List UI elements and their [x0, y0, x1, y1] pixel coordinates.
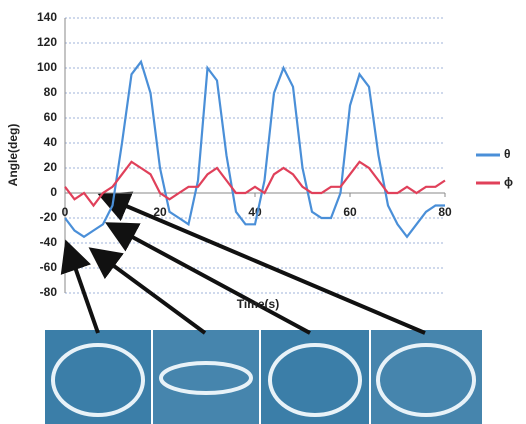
- y-tick-label: 120: [37, 35, 57, 49]
- photos: [45, 330, 482, 424]
- y-tick-label: 0: [50, 185, 57, 199]
- y-tick-label: 40: [44, 135, 58, 149]
- legend-label: θ: [504, 147, 511, 161]
- y-tick-label: 140: [37, 10, 57, 24]
- y-tick-label: -20: [40, 210, 58, 224]
- x-tick-label: 0: [62, 205, 69, 219]
- x-tick-label: 20: [153, 205, 167, 219]
- arrows: [68, 197, 425, 333]
- photo: [153, 330, 259, 424]
- y-tick-label: -40: [40, 235, 58, 249]
- x-tick-label: 40: [248, 205, 262, 219]
- x-axis-title: Time(s): [237, 297, 279, 311]
- y-axis-title: Angle(deg): [6, 124, 20, 187]
- y-tick-label: 60: [44, 110, 58, 124]
- y-tick-label: 80: [44, 85, 58, 99]
- x-tick-label: 60: [343, 205, 357, 219]
- y-tick-label: 20: [44, 160, 58, 174]
- y-tick-label: -80: [40, 285, 58, 299]
- x-tick-label: 80: [438, 205, 452, 219]
- y-tick-label: -60: [40, 260, 58, 274]
- arrow: [68, 247, 98, 333]
- chart: Time(s) Angle(deg) -80 -60 -40 -20 0 20 40 60 80…: [0, 0, 526, 424]
- arrow: [95, 252, 205, 333]
- legend-label: ϕ: [504, 175, 513, 189]
- y-tick-label: 100: [37, 60, 57, 74]
